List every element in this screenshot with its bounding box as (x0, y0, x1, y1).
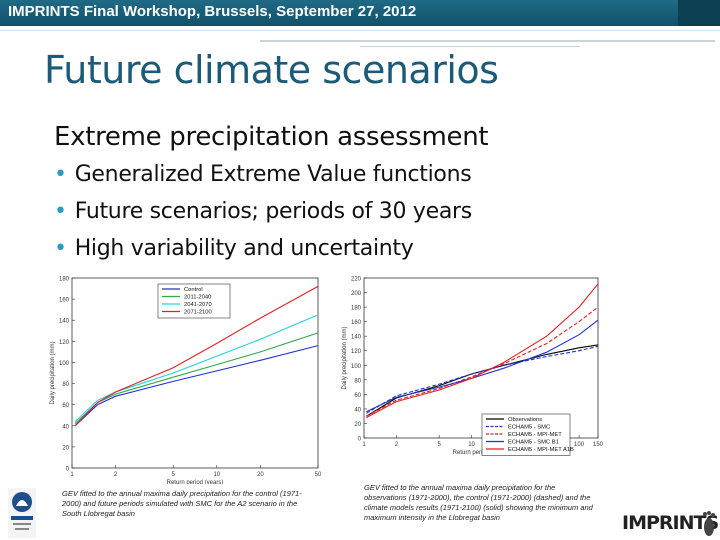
y-tick-label: 120 (351, 349, 362, 355)
y-tick-label: 60 (354, 393, 361, 399)
x-tick-label: 2 (395, 442, 399, 448)
x-tick-label: 150 (593, 442, 604, 448)
legend-label: ECHAM5 - SMC (508, 425, 550, 431)
slide-title: Future climate scenarios (44, 48, 499, 92)
header-accent (678, 0, 720, 26)
legend-label: ECHAM5 - MPI-MET (508, 432, 562, 438)
y-tick-label: 0 (358, 437, 362, 443)
bullet-text: Future scenarios; periods of 30 years (74, 199, 473, 224)
legend-label: 2071-2100 (184, 310, 212, 316)
chart-right: 0204060801001201401601802002201251020501… (342, 277, 604, 457)
x-tick-label: 5 (437, 442, 441, 448)
event-title: IMPRINTS Final Workshop, Brussels, Septe… (8, 3, 417, 20)
y-axis-label: Daily precipitation (mm) (342, 326, 348, 389)
bullet-list: • Generalized Extreme Value functions • Fu… (54, 162, 472, 273)
legend-label: ECHAM5 - MPI-MET A1B (508, 447, 574, 453)
y-tick-label: 180 (59, 277, 70, 283)
y-tick-label: 40 (354, 407, 361, 413)
y-tick-label: 140 (351, 335, 362, 341)
legend-label: Control (184, 287, 203, 293)
series-line-0 (74, 345, 319, 427)
bullet-text: Generalized Extreme Value functions (74, 162, 472, 187)
divider-line (260, 40, 715, 42)
footprint-icon (703, 511, 715, 536)
y-tick-label: 40 (62, 424, 69, 430)
series-line-1 (366, 345, 599, 414)
y-tick-label: 100 (59, 361, 70, 367)
series-line-4 (366, 283, 599, 419)
legend-label: 2011-2040 (184, 295, 211, 301)
x-tick-label: 20 (257, 472, 264, 478)
bullet-dot-icon: • (54, 199, 67, 224)
legend-label: ECHAM5 - SMC B1 (508, 440, 559, 446)
y-tick-label: 160 (59, 298, 70, 304)
x-tick-label: 50 (315, 472, 322, 478)
x-tick-label: 5 (172, 472, 176, 478)
bullet-item: • Generalized Extreme Value functions (54, 162, 472, 199)
legend-label: Observations (508, 417, 542, 423)
y-tick-label: 120 (59, 340, 70, 346)
series-line-3 (74, 285, 319, 427)
bullet-text: High variability and uncertainty (74, 236, 414, 261)
x-tick-label: 2 (114, 472, 118, 478)
y-tick-label: 100 (351, 364, 362, 370)
bullet-item: • Future scenarios; periods of 30 years (54, 199, 472, 236)
chart-left: 0 20 40 60 80 100 120 140 160 180 1 2 5 10 20 50 Return … (50, 277, 322, 485)
y-tick-label: 0 (66, 467, 70, 473)
x-tick-label: 10 (468, 442, 475, 448)
series-line-2 (74, 314, 319, 422)
bullet-item: • High variability and uncertainty (54, 236, 472, 273)
header-bar: IMPRINTS Final Workshop, Brussels, Septe… (0, 0, 720, 26)
bullet-dot-icon: • (54, 162, 67, 187)
y-tick-label: 80 (62, 382, 69, 388)
y-tick-label: 200 (351, 291, 362, 297)
plot-area (363, 277, 599, 439)
imprints-logo-text: IMPRINTS (622, 512, 719, 534)
x-tick-label: 10 (213, 472, 220, 478)
y-tick-label: 180 (351, 306, 362, 312)
y-tick-label: 220 (351, 277, 362, 283)
y-tick-label: 140 (59, 319, 70, 325)
divider-line (0, 30, 720, 31)
x-tick-label: 1 (362, 442, 366, 448)
y-tick-label: 20 (354, 422, 361, 428)
y-tick-label: 160 (351, 320, 362, 326)
x-tick-label: 100 (574, 442, 585, 448)
smc-logo-icon (8, 488, 36, 538)
divider-line (360, 46, 580, 47)
chart-left-caption: GEV fitted to the annual maxima daily pr… (62, 489, 302, 518)
chart-right-caption: GEV fitted to the annual maxima daily pr… (364, 483, 593, 522)
imprints-logo: IMPRINTS (622, 510, 719, 538)
x-axis-label: Return period (years) (167, 480, 224, 484)
bullet-dot-icon: • (54, 236, 67, 261)
y-tick-label: 80 (354, 378, 361, 384)
x-axis-label: Return period (years) (453, 450, 510, 456)
series-line-3 (366, 319, 599, 413)
y-tick-label: 20 (62, 445, 69, 451)
legend-box (157, 283, 231, 319)
legend-label: 2041-2070 (184, 302, 212, 308)
x-tick-label: 1 (70, 472, 74, 478)
y-axis-label: Daily precipitation (mm) (50, 341, 56, 404)
y-tick-label: 60 (62, 403, 69, 409)
slide-subtitle: Extreme precipitation assessment (54, 122, 489, 152)
